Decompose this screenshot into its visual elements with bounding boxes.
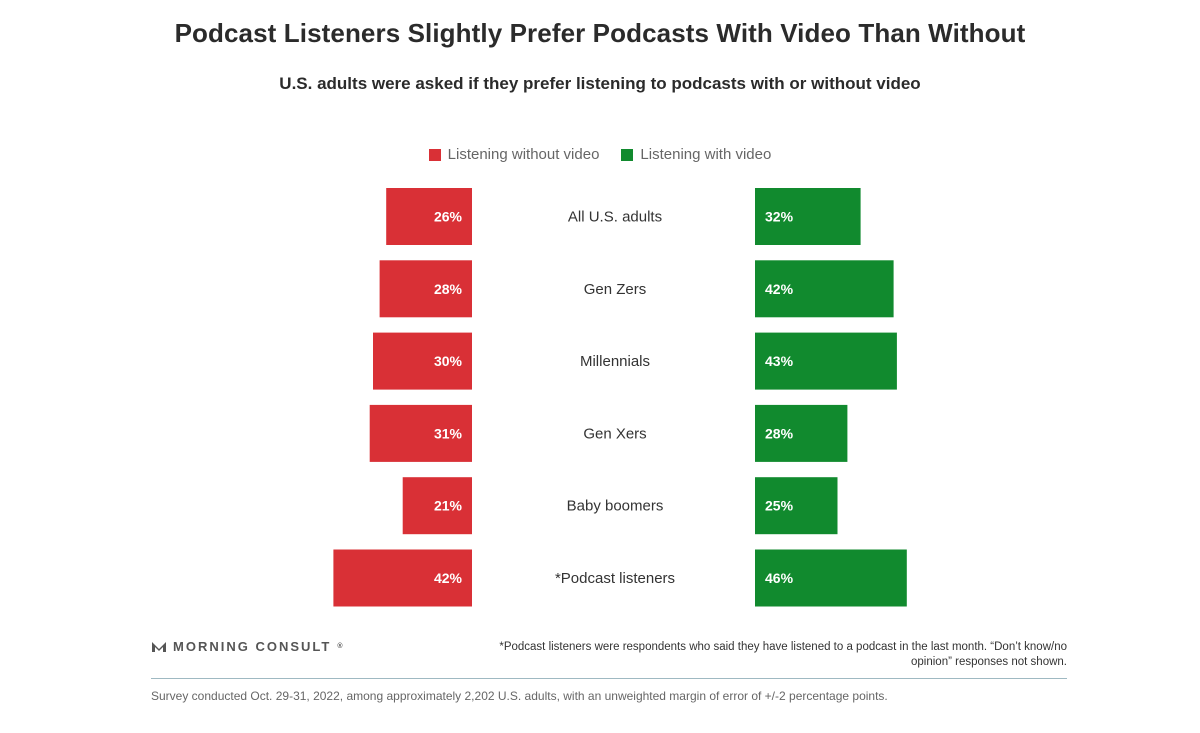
bar-with-video-row-5 [755, 549, 907, 607]
category-label-row-0: All U.S. adults [568, 209, 662, 226]
category-label-row-1: Gen Zers [584, 281, 647, 298]
bar-without-video-row-4 [402, 477, 472, 535]
bar-without-video-row-5 [333, 549, 472, 607]
bar-without-video-row-1 [379, 260, 472, 318]
bar-without-video-row-3 [369, 404, 472, 462]
bar-label-with-video-row-3: 28% [765, 425, 794, 441]
legend: Listening without video Listening with v… [0, 146, 1200, 163]
bar-label-without-video-row-1: 28% [434, 281, 463, 297]
bar-with-video-row-2 [755, 332, 897, 390]
chart-subtitle: U.S. adults were asked if they prefer li… [279, 74, 921, 93]
legend-label-without-video: Listening without video [447, 146, 600, 163]
bar-with-video-row-0 [755, 188, 861, 245]
bar-label-with-video-row-5: 46% [765, 570, 794, 586]
chart-title: Podcast Listeners Slightly Prefer Podcas… [174, 18, 1026, 48]
footer-divider [151, 678, 1067, 679]
logo-registered-mark: ® [337, 643, 343, 650]
bar-with-video-row-3 [755, 404, 848, 462]
legend-item-with-video: Listening with video [621, 146, 771, 163]
category-label-row-3: Gen Xers [583, 425, 646, 442]
bar-label-with-video-row-2: 43% [765, 353, 794, 369]
legend-item-without-video: Listening without video [428, 146, 600, 163]
category-label-row-5: *Podcast listeners [555, 570, 675, 587]
legend-swatch-with-video [621, 148, 634, 161]
bar-label-with-video-row-0: 32% [765, 209, 794, 225]
bar-label-with-video-row-4: 25% [765, 498, 794, 514]
bar-label-without-video-row-5: 42% [434, 570, 463, 586]
bar-label-with-video-row-1: 42% [765, 281, 794, 297]
source-note: Survey conducted Oct. 29-31, 2022, among… [151, 689, 888, 703]
category-label-row-4: Baby boomers [567, 498, 664, 515]
footnote: *Podcast listeners were respondents who … [499, 641, 1067, 668]
legend-swatch-without-video [428, 148, 441, 161]
bar-without-video-row-2 [373, 332, 472, 390]
bar-without-video-row-0 [386, 188, 472, 245]
bar-label-without-video-row-4: 21% [434, 498, 463, 514]
category-label-row-2: Millennials [580, 353, 650, 370]
bar-with-video-row-4 [755, 477, 838, 535]
legend-label-with-video: Listening with video [640, 146, 772, 163]
bar-label-without-video-row-0: 26% [434, 209, 463, 225]
bar-with-video-row-1 [755, 260, 894, 318]
morning-consult-logo-icon [152, 642, 166, 652]
logo-text: MORNING CONSULT [173, 639, 332, 654]
bar-label-without-video-row-2: 30% [434, 353, 463, 369]
morning-consult-logo: MORNING CONSULT ® [151, 639, 342, 654]
bar-label-without-video-row-3: 31% [434, 425, 463, 441]
